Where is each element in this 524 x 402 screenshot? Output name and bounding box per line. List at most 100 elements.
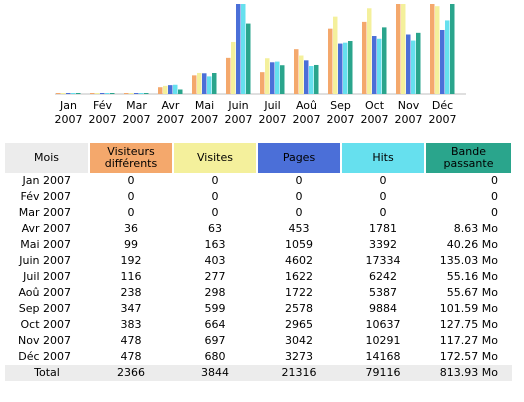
- bar-hits-0: [71, 93, 76, 94]
- total-visites: 3844: [173, 365, 257, 381]
- table-row: Avr 2007 36 63 453 1781 8.63 Mo: [5, 221, 512, 237]
- cell-hits: 0: [379, 190, 387, 203]
- bar-hits-2: [139, 93, 144, 94]
- cell-visites: 63: [208, 222, 222, 235]
- cell-visites: 298: [204, 286, 226, 299]
- bar-hits-5: [241, 4, 246, 94]
- cell-visites: 680: [204, 350, 226, 363]
- cell-bande: 55.67 Mo: [446, 286, 498, 299]
- x-label-year: 2007: [293, 113, 321, 126]
- cell-visites: 163: [204, 238, 226, 251]
- cell-hits: 1781: [369, 222, 397, 235]
- bar-visites-8: [333, 16, 338, 94]
- bar-pages-6: [270, 62, 275, 94]
- cell-bande: 0: [491, 190, 498, 203]
- bar-pages-0: [66, 93, 71, 94]
- bar-visiteurs-1: [90, 93, 95, 94]
- cell-mois: Fév 2007: [20, 190, 72, 203]
- bar-visites-0: [61, 93, 66, 94]
- bar-bande-0: [76, 93, 81, 94]
- bar-bande-7: [314, 64, 319, 94]
- bar-bande-6: [280, 65, 285, 94]
- cell-visiteurs: 116: [120, 270, 142, 283]
- bar-bande-11: [450, 4, 455, 94]
- header-visites: Visites: [173, 143, 258, 173]
- cell-bande: 117.27 Mo: [439, 334, 498, 347]
- cell-mois: Jan 2007: [22, 174, 71, 187]
- table-row: Mai 2007 99 163 1059 3392 40.26 Mo: [5, 237, 512, 253]
- bar-visites-4: [197, 72, 202, 94]
- table-row: Juil 2007 116 277 1622 6242 55.16 Mo: [5, 269, 512, 285]
- bar-visites-3: [163, 85, 168, 94]
- cell-hits: 0: [379, 174, 387, 187]
- cell-bande: 135.03 Mo: [439, 254, 498, 267]
- cell-pages: 2965: [285, 318, 313, 331]
- cell-mois: Oct 2007: [20, 318, 71, 331]
- cell-mois: Déc 2007: [18, 350, 71, 363]
- x-label-year: 2007: [429, 113, 457, 126]
- bar-visites-10: [401, 4, 406, 94]
- cell-pages: 3042: [285, 334, 313, 347]
- cell-hits: 0: [379, 206, 387, 219]
- header-bande: Bande passante: [425, 143, 513, 173]
- cell-visiteurs: 478: [120, 350, 142, 363]
- x-label-year: 2007: [157, 113, 185, 126]
- header-hits: Hits: [341, 143, 426, 173]
- cell-pages: 0: [295, 206, 303, 219]
- cell-bande: 172.57 Mo: [439, 350, 498, 363]
- cell-mois: Nov 2007: [18, 334, 71, 347]
- cell-visites: 403: [204, 254, 226, 267]
- cell-visites: 599: [204, 302, 226, 315]
- bar-pages-8: [338, 43, 343, 94]
- cell-hits: 10291: [365, 334, 401, 347]
- bar-pages-5: [236, 4, 241, 94]
- cell-visiteurs: 0: [127, 174, 135, 187]
- x-label-year: 2007: [191, 113, 219, 126]
- total-visiteurs: 2366: [89, 365, 173, 381]
- cell-bande: 40.26 Mo: [446, 238, 498, 251]
- cell-pages: 2578: [285, 302, 313, 315]
- monthly-stats-table: Mois Visiteurs différents Visites Pages …: [5, 143, 513, 381]
- cell-hits: 17334: [365, 254, 401, 267]
- x-label-year: 2007: [327, 113, 355, 126]
- cell-mois: Avr 2007: [21, 222, 71, 235]
- bar-hits-9: [377, 38, 382, 94]
- cell-mois: Aoû 2007: [18, 286, 71, 299]
- bar-hits-4: [207, 76, 212, 94]
- x-label-month: Avr: [162, 99, 180, 112]
- bar-visites-9: [367, 8, 372, 95]
- cell-visiteurs: 347: [120, 302, 142, 315]
- x-label-month: Fév: [93, 99, 112, 112]
- bar-pages-1: [100, 93, 105, 94]
- bar-bande-9: [382, 27, 387, 94]
- bar-visiteurs-8: [328, 28, 333, 95]
- cell-visites: 664: [204, 318, 226, 331]
- cell-visites: 0: [211, 190, 219, 203]
- cell-pages: 1059: [285, 238, 313, 251]
- x-label-year: 2007: [55, 113, 83, 126]
- bar-pages-9: [372, 36, 377, 94]
- x-label-month: Sep: [330, 99, 351, 112]
- bar-bande-3: [178, 89, 183, 94]
- cell-visiteurs: 36: [124, 222, 138, 235]
- x-label-year: 2007: [259, 113, 287, 126]
- bar-bande-1: [110, 93, 115, 94]
- bar-visiteurs-3: [158, 87, 163, 94]
- bar-pages-11: [440, 29, 445, 94]
- x-label-year: 2007: [361, 113, 389, 126]
- table-row: Déc 2007 478 680 3273 14168 172.57 Mo: [5, 349, 512, 365]
- bar-hits-3: [173, 84, 178, 94]
- total-pages: 21316: [257, 365, 341, 381]
- x-label-month: Mar: [126, 99, 147, 112]
- bar-visites-6: [265, 58, 270, 94]
- table-row: Mar 2007 0 0 0 0 0: [5, 205, 512, 221]
- x-label-month: Aoû: [296, 99, 317, 112]
- table-header-row: Mois Visiteurs différents Visites Pages …: [5, 143, 513, 173]
- cell-pages: 3273: [285, 350, 313, 363]
- bar-hits-7: [309, 66, 314, 94]
- total-hits: 79116: [341, 365, 425, 381]
- cell-pages: 453: [288, 222, 310, 235]
- chart-x-labels: Jan2007Fév2007Mar2007Avr2007Mai2007Juin2…: [55, 99, 457, 126]
- table-row: Nov 2007 478 697 3042 10291 117.27 Mo: [5, 333, 512, 349]
- cell-pages: 1722: [285, 286, 313, 299]
